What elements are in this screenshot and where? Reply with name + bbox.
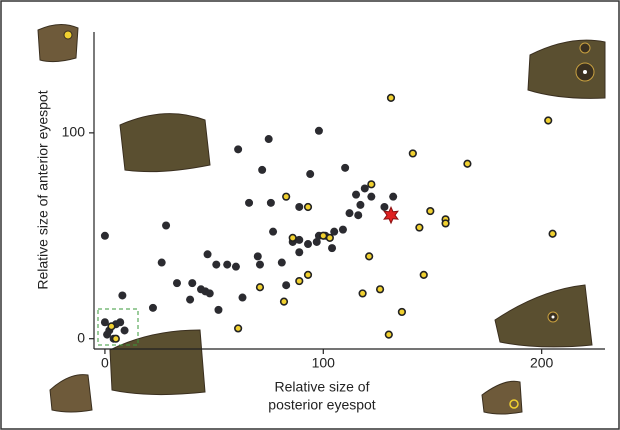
ring-point: [281, 298, 288, 305]
dot-point: [258, 166, 266, 174]
ring-point: [327, 235, 334, 242]
dot-point: [328, 244, 336, 252]
dot-point: [389, 193, 397, 201]
dot-point: [278, 259, 286, 267]
ring-point: [399, 309, 406, 316]
ring-point: [420, 272, 427, 279]
dot-point: [162, 221, 170, 229]
dot-point: [238, 294, 246, 302]
ring-point: [442, 220, 449, 227]
dot-point: [158, 259, 166, 267]
dot-point: [352, 191, 360, 199]
ring-point: [305, 204, 312, 211]
dot-point: [206, 289, 214, 297]
dot-point: [186, 296, 194, 304]
ring-point: [320, 232, 327, 239]
dot-point: [212, 261, 220, 269]
dot-point: [339, 226, 347, 234]
dot-point: [380, 203, 388, 211]
ring-point: [388, 95, 395, 102]
x-tick-label: 200: [530, 355, 554, 371]
dot-point: [269, 228, 277, 236]
dot-point: [254, 252, 262, 260]
dot-point: [295, 248, 303, 256]
ring-point: [108, 323, 115, 330]
ring-point: [386, 331, 393, 338]
dot-point: [354, 211, 362, 219]
dot-point: [149, 304, 157, 312]
dot-point: [282, 281, 290, 289]
dot-point: [223, 261, 231, 269]
dot-point: [306, 170, 314, 178]
dot-point: [315, 127, 323, 135]
ring-point: [464, 160, 471, 167]
dot-point: [267, 199, 275, 207]
ring-point: [113, 335, 120, 342]
x-tick-label: 0: [101, 355, 109, 371]
ring-point: [377, 286, 384, 293]
chart: Relative size of posterior eyespot Relat…: [0, 0, 620, 430]
ring-point: [257, 284, 264, 291]
ring-point: [416, 224, 423, 231]
dot-point: [116, 318, 124, 326]
dot-point: [234, 145, 242, 153]
dot-point: [356, 201, 364, 209]
ring-point: [366, 253, 373, 260]
ring-point: [410, 150, 417, 157]
ring-point: [305, 272, 312, 279]
ring-point: [359, 290, 366, 297]
dot-point: [118, 291, 126, 299]
dot-point: [304, 240, 312, 248]
ring-point: [427, 208, 434, 215]
ring-point: [235, 325, 242, 332]
dot-point: [214, 306, 222, 314]
ring-point: [545, 117, 552, 124]
ring-point: [549, 230, 556, 237]
ring-point: [289, 235, 296, 242]
dot-point: [256, 261, 264, 269]
dot-point: [232, 263, 240, 271]
x-axis-label: posterior eyespot: [268, 397, 376, 413]
x-axis-label: Relative size of: [275, 379, 370, 395]
y-axis-label: Relative size of anterior eyespot: [35, 90, 51, 289]
dot-point: [341, 164, 349, 172]
dot-point: [204, 250, 212, 258]
dot-point: [173, 279, 181, 287]
dot-point: [245, 199, 253, 207]
dot-point: [367, 193, 375, 201]
y-tick-label: 0: [77, 329, 85, 345]
dot-point: [121, 326, 129, 334]
dot-point: [295, 203, 303, 211]
ring-point: [283, 193, 290, 200]
y-tick-label: 100: [62, 124, 86, 140]
dot-point: [101, 232, 109, 240]
dot-point: [346, 209, 354, 217]
ring-point: [296, 278, 303, 285]
x-tick-label: 100: [312, 355, 336, 371]
ring-point: [368, 181, 375, 188]
dot-point: [265, 135, 273, 143]
dot-point: [188, 279, 196, 287]
